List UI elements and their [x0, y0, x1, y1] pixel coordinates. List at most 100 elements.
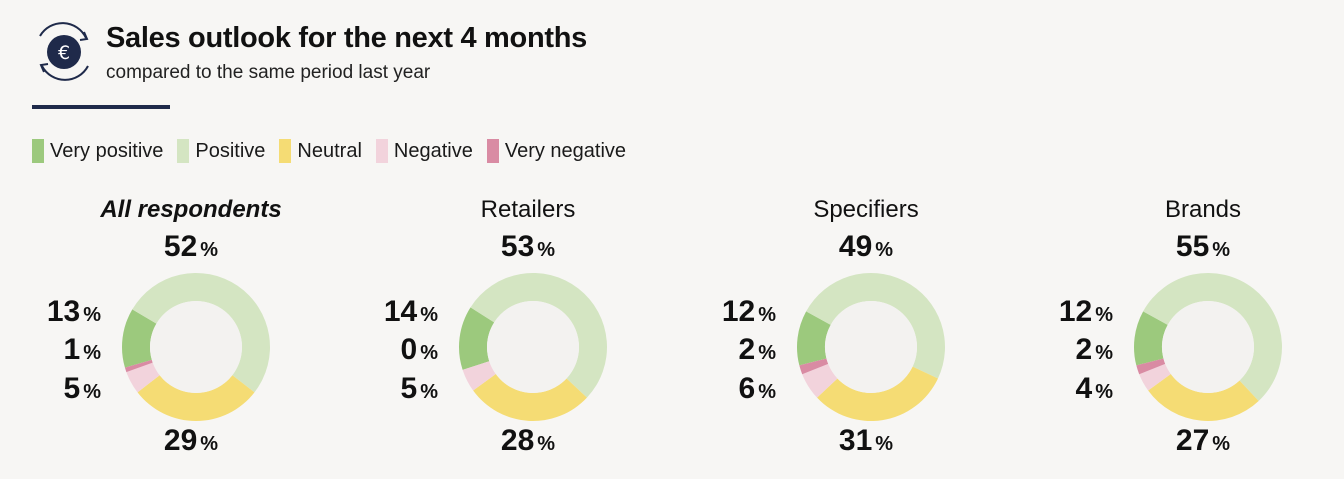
value-label-neutral: 31% — [716, 426, 1016, 459]
donut-hole — [487, 301, 579, 393]
value-unit: % — [420, 342, 438, 364]
donut-slice-neutral — [817, 366, 938, 421]
value-number: 6 — [738, 372, 756, 405]
donut-slice-neutral — [1148, 374, 1259, 421]
donut-slice-very-negative — [799, 358, 829, 375]
value-unit: % — [83, 381, 101, 403]
donut-chart — [1134, 273, 1282, 421]
donut-slice-very-negative — [124, 359, 153, 373]
value-number: 12 — [721, 295, 756, 328]
value-label-very-positive: 12% — [722, 297, 776, 330]
value-number: 14 — [383, 295, 418, 328]
value-unit: % — [758, 304, 776, 326]
value-number: 5 — [400, 372, 418, 405]
donut-slice-positive — [132, 273, 270, 393]
value-label-neutral: 29% — [41, 426, 341, 459]
legend-label: Very negative — [504, 139, 627, 162]
value-unit: % — [875, 239, 894, 261]
chart-title: Brands — [1164, 196, 1242, 223]
legend-label: Negative — [393, 139, 473, 162]
donut-chart — [459, 273, 607, 421]
value-number: 2 — [1075, 333, 1093, 366]
value-label-very-positive: 14% — [384, 297, 438, 330]
value-label-positive: 49% — [716, 232, 1016, 265]
donut-slice-very-positive — [459, 307, 495, 370]
value-label-very-negative: 0% — [401, 335, 438, 368]
value-unit: % — [758, 381, 776, 403]
donut-hole — [1162, 301, 1254, 393]
legend-item-very-positive: Very positive — [32, 139, 163, 163]
value-number: 4 — [1075, 372, 1093, 405]
donut-slice-very-positive — [122, 309, 157, 368]
donut-slice-negative — [802, 363, 838, 398]
value-label-neutral: 27% — [1053, 426, 1344, 459]
chart-title: Specifiers — [813, 196, 919, 223]
value-number: 55 — [1175, 230, 1210, 263]
chart-panel-specifiers: Specifiers 49% 12% 2% 6% 31% — [716, 192, 1016, 472]
value-unit: % — [875, 433, 894, 455]
value-number: 49 — [838, 230, 873, 263]
donut-slice-neutral — [137, 375, 255, 421]
value-number: 2 — [738, 333, 756, 366]
legend: Very positive Positive Neutral Negative … — [32, 138, 640, 164]
value-number: 31 — [838, 424, 873, 457]
legend-swatch — [486, 139, 499, 163]
value-label-neutral: 28% — [378, 426, 678, 459]
donut-slice-positive — [1143, 273, 1282, 401]
donut-slice-positive — [470, 273, 607, 398]
value-number: 53 — [500, 230, 535, 263]
page-title: Sales outlook for the next 4 months — [106, 22, 587, 54]
donut-slice-positive — [806, 273, 945, 379]
legend-swatch — [32, 139, 44, 163]
donut-hole — [825, 301, 917, 393]
value-unit: % — [200, 433, 219, 455]
value-unit: % — [1095, 381, 1113, 403]
value-label-very-positive: 13% — [47, 297, 101, 330]
value-label-very-negative: 2% — [1076, 335, 1113, 368]
chart-panel-brands: Brands 55% 12% 2% 4% 27% — [1053, 192, 1344, 472]
euro-cycle-icon: € — [39, 22, 89, 81]
donut-slice-very-positive — [1134, 311, 1168, 366]
value-unit: % — [83, 342, 101, 364]
value-label-very-negative: 2% — [739, 335, 776, 368]
donut-chart — [797, 273, 945, 421]
value-unit: % — [420, 381, 438, 403]
donut-slice-negative — [462, 361, 496, 391]
chart-title: All respondents — [100, 196, 282, 223]
value-unit: % — [537, 239, 556, 261]
title-underline — [32, 105, 170, 109]
value-label-very-positive: 12% — [1059, 297, 1113, 330]
value-label-positive: 53% — [378, 232, 678, 265]
legend-label: Positive — [195, 139, 266, 162]
legend-item-positive: Positive — [177, 139, 265, 163]
value-number: 29 — [163, 424, 198, 457]
value-number: 27 — [1175, 424, 1210, 457]
value-label-negative: 5% — [64, 374, 101, 407]
value-unit: % — [758, 342, 776, 364]
legend-swatch — [375, 139, 388, 163]
donut-hole — [150, 301, 242, 393]
value-unit: % — [1095, 342, 1113, 364]
donut-slice-neutral — [473, 374, 587, 421]
svg-text:€: € — [58, 42, 70, 64]
legend-label: Neutral — [297, 139, 362, 162]
value-number: 13 — [46, 295, 81, 328]
donut-slice-very-negative — [1136, 358, 1166, 375]
value-unit: % — [420, 304, 438, 326]
value-label-positive: 55% — [1053, 232, 1344, 265]
legend-swatch — [279, 139, 292, 163]
chart-panel-all-respondents: All respondents 52% 13% 1% 5% 29% — [41, 192, 341, 472]
legend-item-negative: Negative — [375, 139, 473, 163]
value-unit: % — [1212, 433, 1231, 455]
donut-slice-negative — [1139, 363, 1171, 391]
value-number: 52 — [163, 230, 198, 263]
page-subtitle: compared to the same period last year — [106, 62, 431, 83]
value-label-negative: 6% — [739, 374, 776, 407]
value-number: 0 — [400, 333, 418, 366]
value-unit: % — [1212, 239, 1231, 261]
value-label-negative: 4% — [1076, 374, 1113, 407]
value-unit: % — [1095, 304, 1113, 326]
donut-slice-negative — [126, 362, 160, 393]
donut-chart — [122, 273, 270, 421]
